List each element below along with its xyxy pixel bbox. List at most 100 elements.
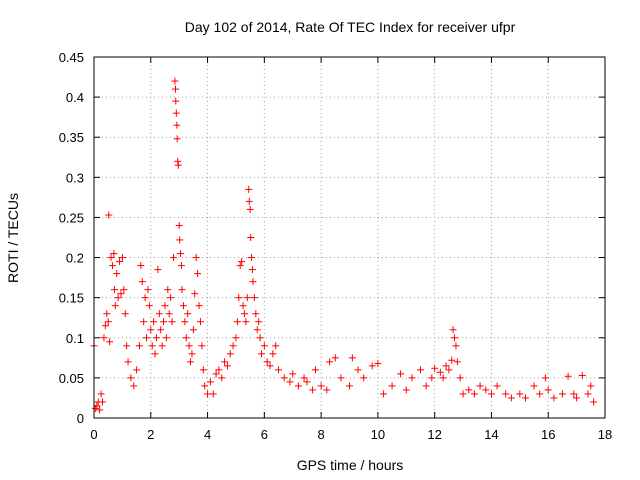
data-point <box>502 390 510 398</box>
data-point <box>195 302 203 310</box>
data-point <box>522 394 530 402</box>
data-point <box>114 294 122 302</box>
data-point <box>416 366 424 374</box>
data-point <box>242 318 250 326</box>
data-point <box>451 334 459 342</box>
data-point <box>99 398 107 406</box>
data-point <box>280 374 288 382</box>
data-point <box>442 362 450 370</box>
y-tick-label: 0.25 <box>59 210 84 225</box>
data-point <box>148 342 156 350</box>
data-point <box>541 374 549 382</box>
data-point <box>530 382 538 390</box>
data-point <box>176 236 184 244</box>
data-point <box>154 266 162 274</box>
data-point <box>173 121 181 129</box>
data-point <box>185 342 193 350</box>
data-point <box>487 390 495 398</box>
data-point <box>239 302 247 310</box>
data-point <box>449 326 457 334</box>
data-point <box>175 221 183 229</box>
data-point <box>590 398 598 406</box>
data-point <box>158 342 166 350</box>
data-point <box>388 382 396 390</box>
data-point <box>269 350 277 358</box>
data-point <box>402 386 410 394</box>
data-point <box>103 310 111 318</box>
data-point <box>194 270 202 278</box>
data-point <box>266 362 274 370</box>
data-point <box>144 286 152 294</box>
data-point <box>453 358 461 366</box>
data-point <box>422 382 430 390</box>
data-point <box>249 278 257 286</box>
data-point <box>289 370 297 378</box>
data-point <box>110 286 118 294</box>
data-point <box>250 294 258 302</box>
data-point <box>104 318 112 326</box>
data-point <box>143 334 151 342</box>
data-point <box>380 390 388 398</box>
data-point <box>294 382 302 390</box>
data-point <box>173 135 181 143</box>
data-point <box>105 211 113 219</box>
data-point <box>123 342 131 350</box>
data-point <box>192 254 200 262</box>
data-point <box>169 254 177 262</box>
data-point <box>303 378 311 386</box>
data-point <box>235 294 243 302</box>
data-point <box>584 390 592 398</box>
data-point <box>212 370 220 378</box>
data-point <box>171 85 179 93</box>
data-point <box>253 326 261 334</box>
data-point <box>172 97 180 105</box>
x-tick-label: 4 <box>204 427 211 442</box>
data-point <box>257 350 265 358</box>
data-point <box>331 354 339 362</box>
data-point <box>164 286 172 294</box>
data-point <box>127 374 135 382</box>
y-tick-label: 0.1 <box>66 331 84 346</box>
data-point <box>374 359 382 367</box>
data-point <box>145 302 153 310</box>
data-point <box>100 334 108 342</box>
data-point <box>309 386 317 394</box>
data-point <box>135 342 143 350</box>
data-point <box>184 310 192 318</box>
data-point <box>573 394 581 402</box>
data-point <box>215 366 223 374</box>
y-tick-label: 0.3 <box>66 170 84 185</box>
data-point <box>300 374 308 382</box>
data-point <box>155 310 163 318</box>
data-point <box>233 318 241 326</box>
data-point <box>97 390 105 398</box>
data-point <box>171 77 179 85</box>
data-point <box>223 362 231 370</box>
data-point <box>238 258 246 266</box>
data-point <box>248 254 256 262</box>
data-point <box>544 386 552 394</box>
data-point <box>120 286 128 294</box>
data-point <box>93 402 101 410</box>
data-point <box>232 334 240 342</box>
data-point <box>476 382 484 390</box>
data-point <box>162 334 170 342</box>
data-point <box>161 302 169 310</box>
data-point <box>408 374 416 382</box>
data-point <box>465 386 473 394</box>
data-point <box>110 250 118 258</box>
data-point <box>236 262 244 270</box>
data-point <box>337 374 345 382</box>
data-point <box>106 338 114 346</box>
x-axis-ticks: 0 2 4 6 8 10 12 14 16 18 <box>90 57 612 442</box>
data-point <box>198 342 206 350</box>
data-point <box>323 386 331 394</box>
y-tick-label: 0.05 <box>59 371 84 386</box>
data-point <box>246 205 254 213</box>
data-point <box>108 262 116 270</box>
data-point <box>133 366 141 374</box>
data-point <box>260 342 268 350</box>
data-point <box>256 334 264 342</box>
data-point <box>536 390 544 398</box>
data-point <box>354 366 362 374</box>
